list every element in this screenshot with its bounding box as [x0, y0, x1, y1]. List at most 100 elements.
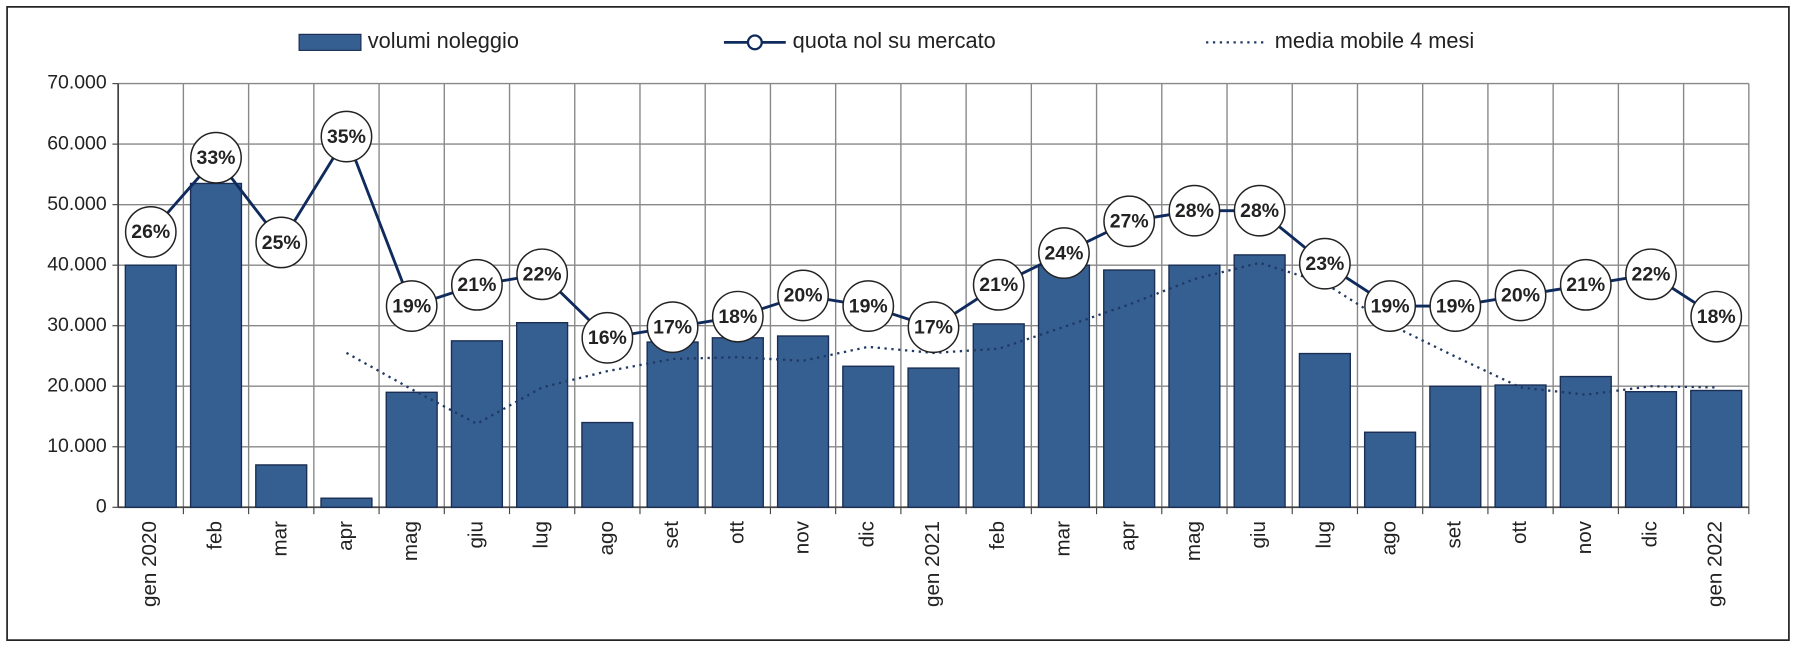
- share-marker: [320, 110, 373, 163]
- data-label: 19%: [392, 295, 431, 317]
- share-marker: [385, 280, 438, 332]
- data-label: 21%: [979, 274, 1018, 296]
- data-label: 19%: [849, 295, 888, 317]
- x-tick-label: feb: [986, 521, 1009, 550]
- data-label: 28%: [1240, 200, 1279, 222]
- data-label: 18%: [1697, 306, 1736, 328]
- x-tick-label: feb: [203, 521, 226, 550]
- x-tick-label: ott: [1508, 521, 1531, 544]
- share-marker: [972, 258, 1025, 311]
- bar: [1103, 269, 1156, 508]
- share-marker: [190, 131, 242, 184]
- bar: [1559, 375, 1612, 508]
- data-label: 19%: [1371, 295, 1410, 317]
- bar: [1363, 431, 1417, 508]
- x-tick-label: lug: [530, 521, 553, 549]
- share-marker: [124, 205, 177, 258]
- bar: [972, 323, 1025, 508]
- share-marker: [1690, 290, 1743, 343]
- y-tick-label: 20.000: [47, 374, 107, 396]
- bar: [907, 367, 960, 508]
- data-label: 22%: [523, 264, 562, 286]
- x-tick-label: gen 2020: [138, 521, 161, 607]
- data-label: 21%: [457, 274, 496, 296]
- share-marker: [1038, 227, 1090, 280]
- legend-label: volumi noleggio: [368, 28, 519, 53]
- x-tick-label: set: [1443, 521, 1466, 549]
- bar: [842, 365, 895, 508]
- share-marker: [777, 269, 829, 322]
- y-tick-label: 0: [96, 495, 107, 517]
- bar: [516, 321, 569, 508]
- data-label: 25%: [262, 232, 301, 254]
- data-label: 21%: [1566, 274, 1605, 296]
- legend-label: media mobile 4 mesi: [1275, 28, 1474, 53]
- x-tick-label: nov: [1573, 520, 1596, 554]
- y-tick-label: 50.000: [47, 193, 107, 215]
- bar: [1624, 390, 1678, 508]
- x-tick-label: set: [660, 521, 683, 549]
- bar: [581, 421, 634, 508]
- bar: [320, 497, 373, 508]
- legend-swatch: [298, 33, 362, 51]
- x-tick-label: mag: [399, 521, 422, 561]
- chart-border: [6, 6, 1790, 641]
- share-marker: [1429, 280, 1482, 332]
- share-marker: [1168, 184, 1221, 237]
- bar: [189, 182, 243, 508]
- x-tick-label: gen 2021: [921, 521, 944, 607]
- share-marker: [842, 280, 895, 332]
- share-marker: [1625, 248, 1677, 301]
- data-label: 20%: [1501, 285, 1540, 307]
- share-marker: [711, 290, 764, 343]
- x-tick-label: nov: [790, 520, 813, 554]
- y-tick-label: 70.000: [47, 72, 107, 94]
- share-marker: [646, 301, 699, 354]
- legend-label: quota nol su mercato: [793, 28, 996, 53]
- share-marker: [1233, 184, 1286, 237]
- x-tick-label: ago: [1378, 521, 1401, 555]
- x-tick-label: ott: [725, 521, 748, 544]
- share-marker: [516, 248, 569, 301]
- x-tick-label: ago: [595, 521, 618, 555]
- x-tick-label: giu: [464, 521, 487, 549]
- x-tick-label: gen 2022: [1704, 521, 1727, 607]
- bar: [385, 391, 438, 508]
- x-tick-label: giu: [1247, 521, 1270, 549]
- share-marker: [1364, 280, 1417, 332]
- y-tick-label: 60.000: [47, 132, 107, 154]
- y-tick-label: 30.000: [47, 314, 107, 336]
- data-label: 33%: [197, 147, 236, 169]
- bar: [646, 341, 699, 508]
- data-label: 19%: [1436, 295, 1475, 317]
- y-tick-label: 10.000: [47, 435, 107, 457]
- share-marker: [1103, 195, 1156, 248]
- x-tick-label: apr: [1117, 521, 1140, 551]
- bar: [1233, 254, 1286, 508]
- share-marker: [907, 301, 960, 354]
- x-tick-label: mar: [1051, 521, 1074, 557]
- share-marker: [255, 216, 308, 269]
- data-label: 35%: [327, 126, 366, 148]
- y-tick-label: 40.000: [47, 253, 107, 275]
- data-label: 20%: [784, 285, 823, 307]
- data-label: 23%: [1305, 253, 1344, 275]
- share-marker: [1494, 269, 1547, 322]
- data-label: 22%: [1632, 264, 1671, 286]
- share-marker: [450, 258, 503, 311]
- bar: [776, 335, 830, 508]
- bar: [1690, 389, 1743, 508]
- bar: [450, 340, 504, 508]
- x-tick-label: apr: [334, 521, 357, 551]
- data-label: 24%: [1044, 242, 1083, 264]
- bar: [1037, 264, 1091, 508]
- bar: [1429, 385, 1482, 508]
- bar: [124, 264, 177, 508]
- share-marker: [1559, 258, 1612, 311]
- bar: [1494, 384, 1547, 508]
- data-label: 27%: [1110, 211, 1149, 233]
- bar: [1168, 264, 1221, 508]
- share-marker: [1298, 237, 1351, 290]
- data-label: 26%: [131, 221, 170, 243]
